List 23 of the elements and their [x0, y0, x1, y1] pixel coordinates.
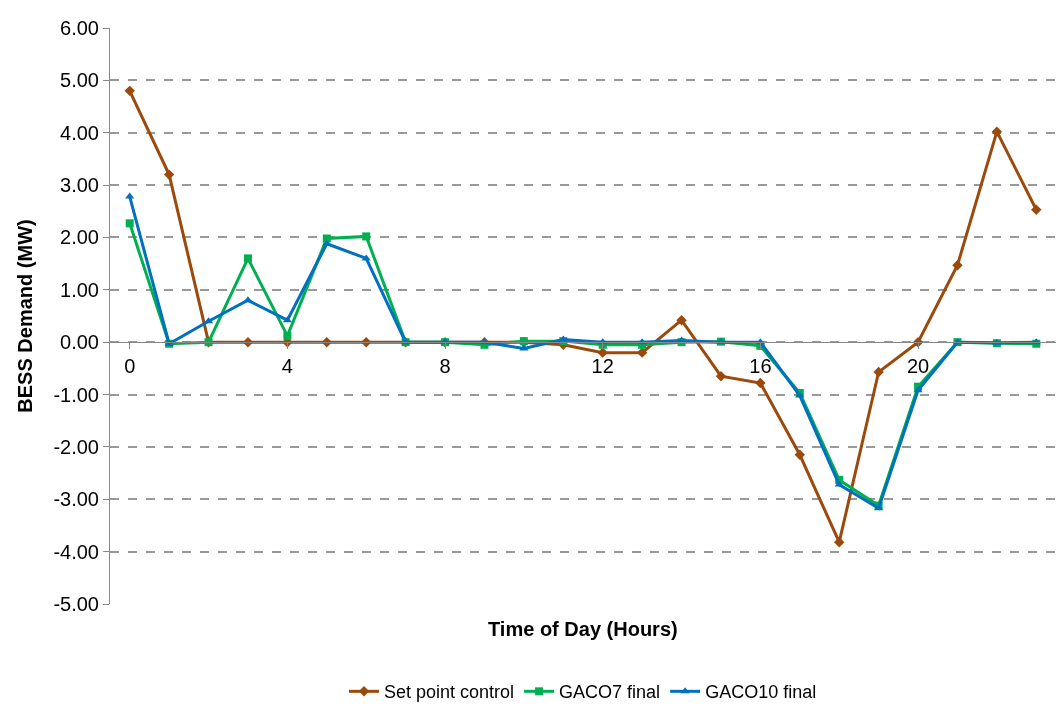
x-tick-label: 8: [439, 355, 451, 378]
x-tick-label: 12: [591, 355, 614, 378]
y-tick-label: -5.00: [53, 593, 99, 615]
x-axis-title: Time of Day (Hours): [488, 618, 678, 640]
y-tick-label: 4.00: [60, 121, 99, 144]
y-tick-label: 3.00: [60, 174, 99, 197]
y-tick-label: -1.00: [53, 383, 99, 406]
y-axis-title: BESS Demand (MW): [13, 219, 36, 413]
legend-label: GACO7 final: [559, 682, 661, 703]
y-tick-label: -2.00: [53, 435, 99, 458]
legend-label: GACO10 final: [705, 682, 817, 703]
y-tick-label: 1.00: [60, 278, 99, 301]
y-tick-label: -3.00: [53, 488, 99, 511]
y-tick-label: -4.00: [53, 540, 99, 563]
x-tick-label: 0: [124, 355, 136, 378]
y-tick-label: 6.00: [60, 17, 99, 39]
legend-label: Set point control: [384, 682, 515, 703]
y-tick-label: 0.00: [60, 331, 99, 354]
y-tick-label: 2.00: [60, 226, 99, 249]
x-tick-label: 20: [906, 355, 930, 378]
y-tick-label: 5.00: [60, 69, 99, 92]
x-tick-label: 4: [281, 355, 293, 378]
x-tick-label: 16: [749, 355, 772, 378]
